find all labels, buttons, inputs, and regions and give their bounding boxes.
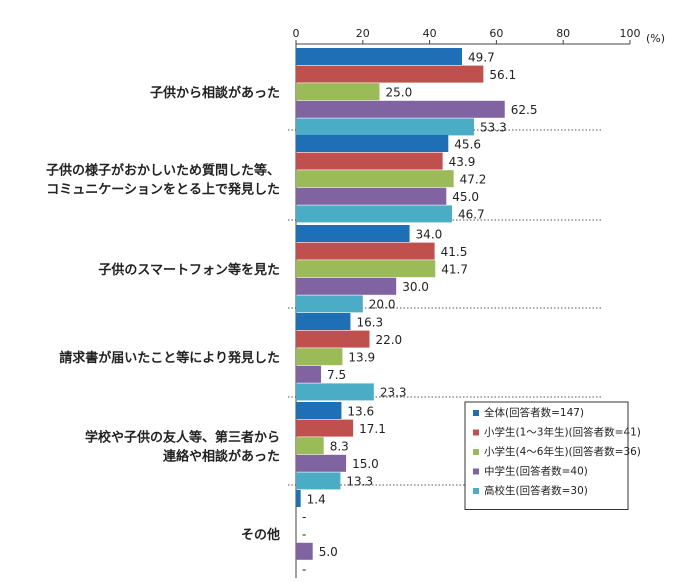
bar [296,383,374,401]
bar [296,365,322,383]
bars: 49.7 56.1 25.0 62.5 53.3 45.6 43.9 47.2 45.0 46.7… [296,48,537,577]
bar [296,260,436,278]
data-label: - [302,510,306,524]
bar [296,118,475,136]
data-label: 1.4 [307,492,326,506]
data-label: 7.5 [327,368,346,382]
bar [296,490,301,507]
bar [296,330,370,348]
data-label: 30.0 [402,280,429,294]
legend-label: 小学生(4～6年生)(回答者数=36) [484,445,641,458]
data-label: 62.5 [511,103,538,117]
category-label: 子供のスマートフォン等を見た [98,262,280,278]
x-tick-label: 40 [423,27,437,40]
data-label: 8.3 [330,440,349,454]
legend-swatch [473,468,479,475]
data-label: 41.7 [441,263,468,277]
category-label: 連絡や相談があった [163,449,280,465]
category-labels: 子供から相談があった子供の様子がおかしいため質問した等、コミュニケーションをとる… [46,85,280,543]
bar [296,242,435,260]
legend-swatch [473,488,479,494]
x-tick-label: 20 [356,27,370,40]
bar [296,295,363,313]
data-label: 46.7 [458,208,485,222]
data-label: 49.7 [468,50,495,64]
unit-label: (%) [646,32,665,45]
bar [296,83,380,101]
bar [296,135,449,152]
bar [296,48,462,65]
legend-label: 高校生(回答者数=30) [484,484,588,497]
bar [296,472,341,490]
data-label: 20.0 [369,298,396,312]
bar [296,277,397,295]
data-label: 16.3 [356,315,383,329]
legend-label: 小学生(1～3年生)(回答者数=41) [484,426,641,439]
bar [296,152,443,170]
category-label: その他 [241,527,280,543]
data-label: 45.6 [454,137,481,151]
category-label: 子供から相談があった [150,85,280,101]
bar [296,437,324,455]
legend-label: 中学生(回答者数=40) [484,465,588,478]
legend: 全体(回答者数=147) 小学生(1～3年生)(回答者数=41) 小学生(4～6年生… [464,401,641,510]
data-label: 15.0 [352,457,379,471]
x-tick-label: 0 [293,27,300,40]
category-label: 子供の様子がおかしいため質問した等、 [46,163,280,179]
x-tick-label: 60 [489,27,503,40]
bar [296,419,354,437]
legend-swatch [473,410,479,416]
bar [296,65,484,83]
data-label: - [302,563,306,577]
data-label: 45.0 [452,190,479,204]
category-label: 学校や子供の友人等、第三者から [85,430,280,446]
data-label: 25.0 [386,86,413,100]
x-tick-label: 80 [556,27,570,40]
bar [296,313,351,330]
data-label: 13.3 [346,475,373,489]
data-label: 13.9 [348,351,375,365]
legend-label: 全体(回答者数=147) [484,406,584,419]
data-label: 23.3 [380,386,407,400]
bar [296,542,313,560]
bar [296,100,505,118]
data-label: - [302,528,306,542]
data-label: 13.6 [347,404,374,418]
data-label: 47.2 [460,173,487,187]
data-label: 22.0 [375,333,402,347]
legend-swatch [473,449,479,455]
legend-box [464,401,629,510]
data-label: 41.5 [441,245,468,259]
bar [296,348,343,366]
data-label: 53.3 [480,121,507,135]
bar [296,402,342,419]
data-label: 5.0 [319,545,338,559]
category-label: 請求書が届いたこと等により発見した [59,350,280,366]
x-tick-label: 100 [620,27,641,40]
data-label: 17.1 [359,422,386,436]
data-label: 43.9 [449,155,476,169]
data-label: 56.1 [489,68,516,82]
category-label: コミュニケーションをとる上で発見した [46,182,280,198]
legend-swatch [473,429,479,436]
bar [296,187,447,205]
data-label: 34.0 [416,227,443,241]
bar [296,225,410,242]
bar [296,205,452,223]
bar [296,454,347,472]
bar [296,170,454,188]
